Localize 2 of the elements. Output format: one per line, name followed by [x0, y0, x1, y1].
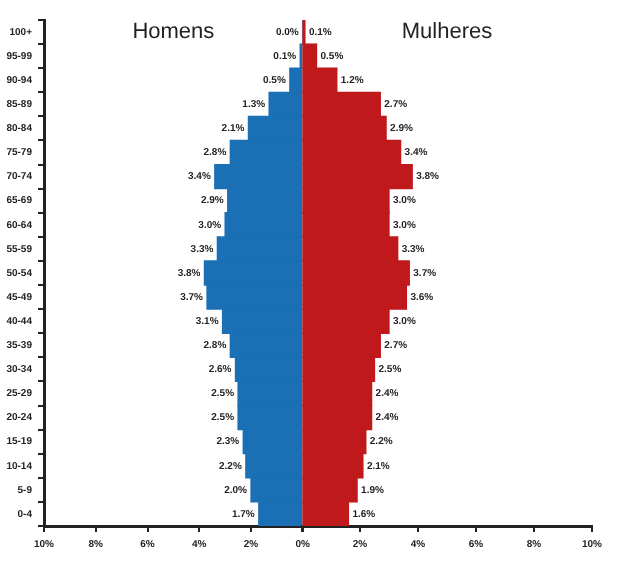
text: Homens	[132, 20, 216, 45]
text: Mulheres	[402, 20, 494, 45]
